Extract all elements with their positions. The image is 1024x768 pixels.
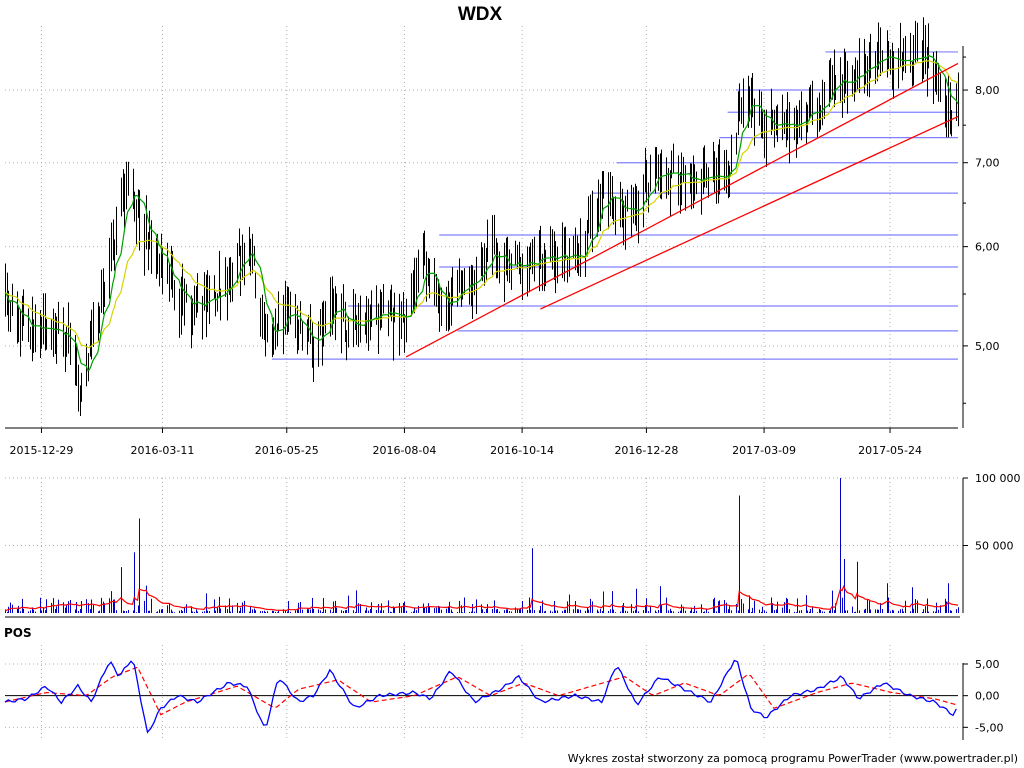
x-tick-label-5: 2016-12-28	[614, 444, 678, 457]
ma-long-line	[4, 60, 959, 349]
oscillator-axes: 5,00 0,00 -5,00	[962, 658, 1003, 740]
trend-lines	[405, 62, 959, 358]
volume-average-line	[4, 584, 959, 612]
x-tick-label-6: 2017-03-09	[732, 444, 796, 457]
volume-y-tick-label-1: 100 000	[975, 472, 1021, 485]
price-y-tick-label-1: 6,00	[975, 241, 1000, 254]
x-tick-label-1: 2016-03-11	[130, 444, 194, 457]
x-tick-label-0: 2015-12-29	[9, 444, 73, 457]
volume-y-tick-label-0: 50 000	[975, 540, 1014, 553]
oscillator-grid	[5, 645, 958, 740]
moving-averages	[4, 54, 959, 372]
price-bars	[5, 17, 959, 417]
volume-average	[4, 584, 959, 612]
osc-signal-line	[4, 666, 957, 716]
oscillator-panel: POS 5,00 0,00 -5,00	[4, 626, 1003, 740]
chart-title: WDX	[458, 4, 503, 25]
x-tick-label-4: 2016-10-14	[490, 444, 554, 457]
price-y-tick-label-3: 8,00	[975, 84, 1000, 97]
volume-axes: 50 000 100 000	[5, 472, 1021, 618]
x-tick-label-2: 2016-05-25	[255, 444, 319, 457]
price-panel: 2015-12-29 2016-03-11 2016-05-25 2016-08-04…	[4, 17, 1000, 457]
footer-credit: Wykres został stworzony za pomocą progra…	[568, 752, 1018, 765]
volume-panel: 50 000 100 000	[4, 472, 1021, 618]
osc-pos-line	[4, 659, 957, 734]
trend-line-0	[405, 62, 959, 358]
oscillator-lines	[4, 659, 957, 734]
x-tick-label-7: 2017-05-24	[858, 444, 922, 457]
osc-y-tick-label-0: 5,00	[975, 658, 1000, 671]
osc-y-tick-label-2: -5,00	[975, 721, 1003, 734]
osc-y-tick-label-1: 0,00	[975, 690, 1000, 703]
x-tick-label-3: 2016-08-04	[372, 444, 436, 457]
ma-short-line	[4, 54, 959, 372]
price-y-tick-label-2: 7,00	[975, 157, 1000, 170]
volume-grid	[5, 477, 958, 613]
price-axes: 2015-12-29 2016-03-11 2016-05-25 2016-08-04…	[5, 46, 1000, 457]
oscillator-label: POS	[4, 626, 32, 640]
trend-line-1	[540, 115, 959, 310]
price-y-tick-label-0: 5,00	[975, 340, 1000, 353]
